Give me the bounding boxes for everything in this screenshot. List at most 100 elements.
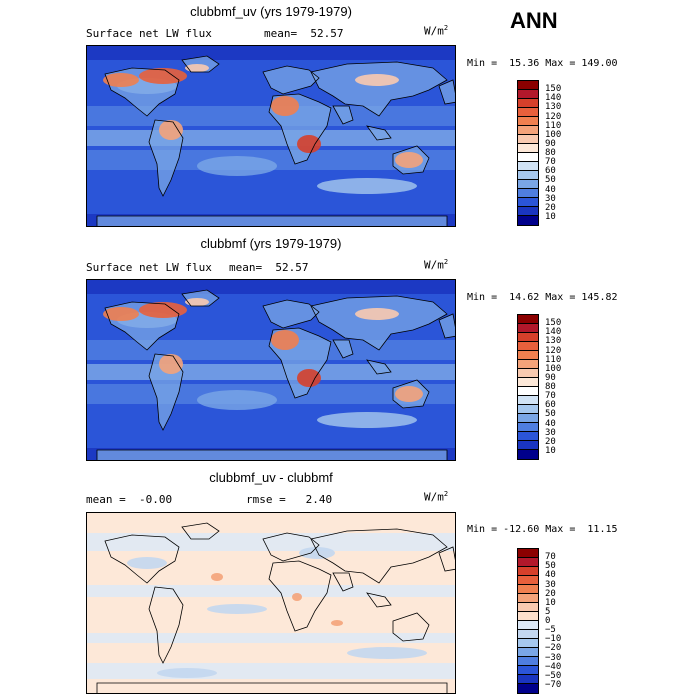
colorbar-tick-label: −5 — [545, 625, 556, 636]
panel-3-units: W/m2 — [424, 490, 448, 504]
colorbar-swatch — [518, 171, 538, 180]
panel-2-title: clubbmf (yrs 1979-1979) — [200, 236, 342, 251]
colorbar-tick-label: 150 — [545, 318, 562, 329]
colorbar-tick-label: −20 — [545, 643, 562, 654]
colorbar-swatch — [518, 189, 538, 198]
panel-2-units: W/m2 — [424, 258, 448, 272]
colorbar-tick-label: −70 — [545, 679, 562, 690]
panel-3-units-base: W/m — [424, 490, 444, 504]
colorbar-tick-label: 70 — [545, 157, 556, 168]
colorbar-tick-label: 140 — [545, 327, 562, 338]
colorbar-tick-label: 0 — [545, 616, 551, 626]
colorbar-tick-label: 100 — [545, 129, 562, 140]
map-field — [87, 46, 455, 226]
colorbar-swatch — [518, 162, 538, 171]
colorbar-swatch — [518, 684, 538, 693]
colorbar-tick-label: 70 — [545, 391, 556, 402]
colorbar-tick-label: 20 — [545, 436, 556, 447]
panel-1-units-exp: 2 — [443, 24, 449, 32]
colorbar-tick-label: −10 — [545, 634, 562, 645]
colorbar-swatch — [518, 423, 538, 432]
season-label: ANN — [510, 8, 558, 33]
colorbar-tick-label: 150 — [545, 84, 562, 95]
colorbar-swatch — [518, 135, 538, 144]
colorbar-swatch — [518, 432, 538, 441]
colorbar-tick-label: 100 — [545, 363, 562, 374]
colorbar-tick-label: 110 — [545, 354, 562, 365]
colorbar-tick-label: 70 — [545, 552, 556, 563]
panel-3-mean: mean = -0.00 — [86, 493, 173, 506]
colorbar-tick-label: 90 — [545, 372, 556, 383]
colorbar-tick-label: 130 — [545, 336, 562, 347]
colorbar-swatch — [518, 108, 538, 117]
panel-3-title: clubbmf_uv - clubbmf — [209, 470, 333, 485]
colorbar-swatch — [518, 450, 538, 459]
colorbar-tick-label: 5 — [545, 606, 551, 617]
colorbar-swatch — [518, 657, 538, 666]
colorbar-tick-label: 50 — [545, 561, 556, 572]
panel-2-mean: mean= 52.57 — [229, 261, 309, 274]
panel-1-variable: Surface net LW flux — [86, 27, 212, 40]
colorbar-swatch — [518, 630, 538, 639]
colorbar-tick-label: −40 — [545, 661, 562, 672]
colorbar-swatch — [518, 558, 538, 567]
panel-2-units-exp: 2 — [443, 258, 449, 266]
colorbar-swatch — [518, 315, 538, 324]
colorbar-swatch — [518, 117, 538, 126]
colorbar-tick-label: 10 — [545, 445, 556, 456]
colorbar-tick-label: 20 — [545, 588, 556, 599]
colorbar-tick-label: 20 — [545, 202, 556, 213]
colorbar-tick-label: 110 — [545, 120, 562, 131]
panel-2-colorbar — [517, 314, 539, 460]
panel-1-minmax: Min = 15.36 Max = 149.00 — [467, 58, 618, 69]
colorbar-swatch — [518, 360, 538, 369]
panel-1-title: clubbmf_uv (yrs 1979-1979) — [190, 4, 352, 19]
panel-3-units-exp: 2 — [443, 490, 449, 498]
colorbar-tick-label: 80 — [545, 382, 556, 392]
colorbar-tick-label: 120 — [545, 111, 562, 122]
colorbar-swatch — [518, 216, 538, 225]
panel-1-mean: mean= 52.57 — [264, 27, 344, 40]
colorbar-swatch — [518, 126, 538, 135]
colorbar-tick-label: 120 — [545, 345, 562, 356]
colorbar-swatch — [518, 342, 538, 351]
colorbar-swatch — [518, 567, 538, 576]
colorbar-swatch — [518, 594, 538, 603]
panel-3-colorbar — [517, 548, 539, 694]
colorbar-tick-label: 130 — [545, 102, 562, 113]
colorbar-tick-label: 80 — [545, 148, 556, 158]
colorbar-swatch — [518, 351, 538, 360]
colorbar-swatch — [518, 549, 538, 558]
colorbar-swatch — [518, 369, 538, 378]
colorbar-swatch — [518, 90, 538, 99]
colorbar-tick-label: 40 — [545, 418, 556, 429]
colorbar-tick-label: 140 — [545, 93, 562, 104]
panel-3-map — [86, 512, 456, 694]
colorbar-tick-label: 40 — [545, 184, 556, 195]
colorbar-tick-label: 50 — [545, 175, 556, 186]
panel-2-units-base: W/m — [424, 258, 444, 272]
colorbar-swatch — [518, 144, 538, 153]
panel-3-minmax: Min = -12.60 Max = 11.15 — [467, 524, 618, 535]
colorbar-tick-label: 40 — [545, 570, 556, 581]
colorbar-tick-label: 60 — [545, 400, 556, 411]
colorbar-swatch — [518, 396, 538, 405]
panel-1-colorbar — [517, 80, 539, 226]
colorbar-swatch — [518, 414, 538, 423]
colorbar-swatch — [518, 441, 538, 450]
colorbar-tick-label: 50 — [545, 409, 556, 420]
colorbar-swatch — [518, 99, 538, 108]
colorbar-swatch — [518, 603, 538, 612]
colorbar-swatch — [518, 612, 538, 621]
panel-1-map — [86, 45, 456, 227]
colorbar-swatch — [518, 207, 538, 216]
colorbar-swatch — [518, 576, 538, 585]
panel-2-minmax: Min = 14.62 Max = 145.82 — [467, 292, 618, 303]
colorbar-swatch — [518, 639, 538, 648]
colorbar-swatch — [518, 324, 538, 333]
colorbar-tick-label: 30 — [545, 427, 556, 438]
colorbar-tick-label: 90 — [545, 138, 556, 149]
colorbar-swatch — [518, 378, 538, 387]
colorbar-swatch — [518, 585, 538, 594]
panel-2-variable: Surface net LW flux — [86, 261, 212, 274]
